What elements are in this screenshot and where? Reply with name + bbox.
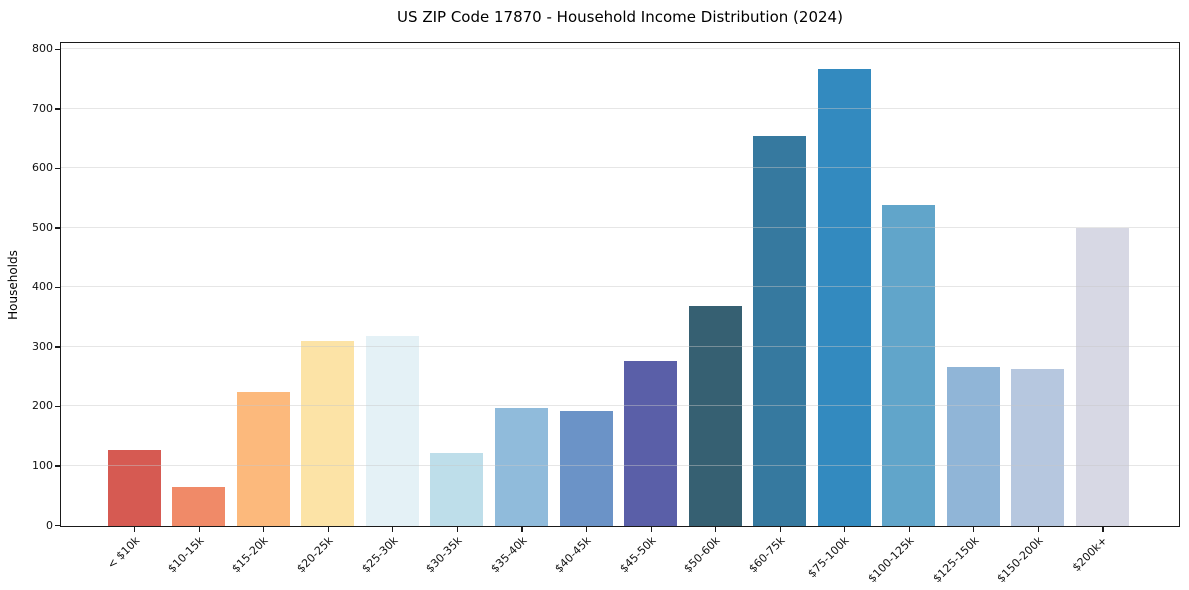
x-tick-mark-$150-200k (1037, 527, 1039, 532)
x-tick-label-$60-75k: $60-75k (746, 534, 788, 576)
y-tick-mark-200 (55, 405, 60, 408)
gridline-y-700 (61, 107, 1179, 109)
x-tick-label-$25-30k: $25-30k (358, 534, 401, 576)
x-tick-mark-$50-60k (715, 527, 717, 532)
bar-$35-40k (495, 408, 548, 526)
x-tick-mark-$45-50k (650, 527, 652, 532)
gridline-y-800 (61, 48, 1179, 50)
y-tick-mark-100 (55, 465, 60, 467)
bar-$50-60k (688, 305, 742, 526)
bar-< $10k (107, 449, 161, 526)
y-tick-mark-400 (55, 286, 60, 289)
bar-$125-150k (946, 367, 1000, 526)
x-tick-mark-$25-30k (392, 527, 394, 532)
y-tick-mark-0 (55, 524, 60, 527)
y-tick-mark-600 (55, 167, 60, 170)
x-tick-label-$40-45k: $40-45k (552, 534, 594, 576)
x-tick-label-$100-125k: $100-125k (865, 534, 917, 586)
bar-$30-35k (430, 452, 484, 526)
x-tick-mark-$35-40k (521, 527, 523, 532)
x-tick-mark-$40-45k (585, 527, 588, 532)
x-tick-mark-$125-150k (973, 527, 975, 532)
x-tick-mark-< $10k (134, 527, 136, 532)
bar-$60-75k (753, 136, 807, 526)
x-tick-label-< $10k: < $10k (104, 534, 142, 572)
bar-$100-125k (882, 204, 936, 526)
y-tick-label-300: 300 (32, 339, 53, 353)
y-tick-mark-700 (55, 108, 60, 110)
gridline-y-500 (61, 226, 1179, 228)
x-tick-label-$30-35k: $30-35k (423, 534, 465, 576)
x-tick-label-$125-150k: $125-150k (929, 534, 982, 586)
plot-area (60, 42, 1180, 527)
bar-$200k+ (1075, 228, 1129, 526)
x-tick-mark-$75-100k (844, 527, 846, 532)
y-tick-mark-300 (55, 346, 60, 348)
x-tick-mark-$20-25k (327, 527, 329, 532)
x-tick-mark-$200k+ (1102, 527, 1104, 532)
gridline-y-300 (61, 345, 1179, 347)
y-tick-label-700: 700 (32, 101, 53, 115)
y-tick-label-500: 500 (32, 220, 53, 234)
bar-$25-30k (365, 336, 419, 526)
x-tick-label-$75-100k: $75-100k (805, 534, 852, 581)
bar-$15-20k (236, 392, 290, 526)
x-tick-label-$15-20k: $15-20k (229, 534, 272, 576)
y-tick-label-800: 800 (32, 42, 53, 56)
x-tick-label-$200k+: $200k+ (1070, 534, 1111, 575)
x-tick-label-$150-200k: $150-200k (994, 534, 1046, 586)
y-tick-label-400: 400 (32, 280, 53, 294)
y-tick-label-0: 0 (46, 518, 53, 532)
gridline-y-400 (61, 286, 1179, 288)
chart-title: US ZIP Code 17870 - Household Income Dis… (397, 8, 843, 26)
x-tick-label-$10-15k: $10-15k (165, 534, 207, 576)
bar-$45-50k (624, 360, 678, 526)
y-tick-mark-500 (55, 227, 60, 229)
x-tick-mark-$10-15k (198, 527, 200, 532)
x-tick-label-$45-50k: $45-50k (617, 534, 659, 576)
x-tick-mark-$60-75k (779, 527, 781, 532)
y-tick-label-100: 100 (32, 458, 53, 472)
bar-$75-100k (817, 69, 871, 526)
y-tick-label-200: 200 (32, 399, 53, 413)
x-tick-mark-$100-125k (908, 527, 910, 532)
x-tick-mark-$15-20k (263, 527, 265, 532)
bar-$40-45k (559, 411, 613, 526)
bar-$10-15k (172, 487, 226, 526)
x-tick-mark-$30-35k (456, 527, 459, 532)
gridline-y-600 (61, 167, 1179, 169)
bar-$20-25k (301, 340, 355, 526)
x-tick-label-$35-40k: $35-40k (487, 534, 530, 576)
gridline-y-200 (61, 405, 1179, 407)
bar-$150-200k (1011, 368, 1065, 526)
y-tick-label-600: 600 (32, 161, 53, 175)
x-tick-label-$50-60k: $50-60k (681, 534, 723, 576)
x-tick-label-$20-25k: $20-25k (294, 534, 336, 576)
y-tick-mark-800 (55, 48, 60, 51)
gridline-y-100 (61, 464, 1179, 466)
